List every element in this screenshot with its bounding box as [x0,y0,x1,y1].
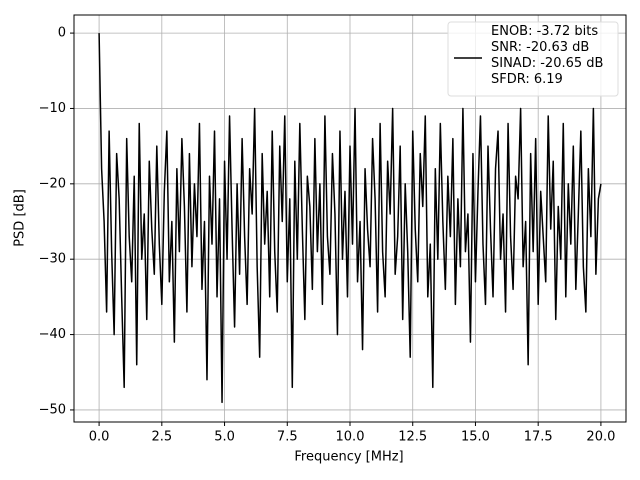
y-tick-label: −40 [39,327,66,342]
y-axis-label: PSD [dB] [13,189,28,247]
x-tick-label: 5.0 [214,430,235,445]
y-tick-label: 0 [58,26,66,41]
axes-frame [73,14,627,423]
x-tick-label: 20.0 [586,430,615,445]
legend-label: ENOB: -3.72 bits SNR: -20.63 dB SINAD: -… [491,24,604,87]
x-tick-label: 12.5 [398,430,427,445]
x-tick-label: 2.5 [151,430,172,445]
x-tick-label: 0.0 [89,430,110,445]
x-axis-label: Frequency [MHz] [294,450,403,465]
x-tick-label: 17.5 [524,430,553,445]
legend-box [447,21,619,97]
data-line [98,33,602,404]
y-tick-label: −30 [39,252,66,267]
x-tick-label: 10.0 [336,430,365,445]
y-tick-label: −20 [39,176,66,191]
y-tick-label: −50 [39,402,66,417]
x-tick-label: 7.5 [277,430,298,445]
y-tick-label: −10 [39,101,66,116]
x-tick-label: 15.0 [461,430,490,445]
